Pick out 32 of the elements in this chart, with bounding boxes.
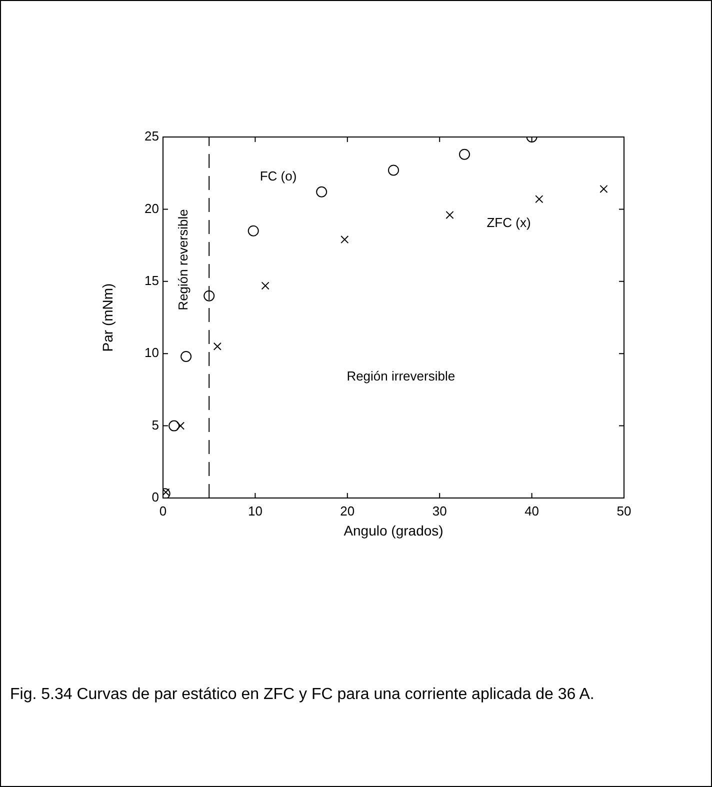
x-tick-label: 10	[248, 503, 262, 518]
series-label: ZFC (x)	[486, 215, 531, 230]
point	[388, 164, 399, 176]
point	[176, 422, 185, 430]
caption: Fig. 5.34 Curvas de par estático en ZFC y FC para una corriente aplicada de 36 A.	[10, 685, 596, 705]
series-label: FC (o)	[260, 168, 297, 184]
y-tick-label: 15	[144, 272, 159, 288]
y-tick-label: 20	[144, 200, 159, 216]
point	[446, 210, 454, 220]
y-tick-label: 25	[144, 128, 159, 144]
y-tick-label: 5	[152, 417, 159, 432]
point	[168, 420, 180, 432]
point	[340, 235, 349, 244]
point	[180, 350, 192, 362]
x-tick-label: 20	[340, 503, 355, 518]
point	[316, 186, 328, 198]
point	[600, 184, 608, 194]
y-tick-label: 10	[144, 345, 159, 360]
point	[535, 195, 544, 204]
x-axis-title: Angulo (grados)	[344, 522, 444, 538]
ref-line-label: Región reversible	[176, 209, 191, 310]
x-tick-label: 50	[616, 503, 632, 518]
x-tick-label: 30	[432, 503, 447, 518]
x-tick-label: 40	[524, 503, 540, 518]
y-tick-label: 0	[152, 490, 159, 505]
point	[458, 148, 470, 160]
point	[248, 225, 259, 236]
point	[261, 282, 270, 290]
y-axis-title: Par (mNm)	[99, 283, 116, 352]
point	[213, 342, 222, 350]
annotation: Región irreversible	[346, 368, 456, 384]
point	[204, 290, 215, 302]
